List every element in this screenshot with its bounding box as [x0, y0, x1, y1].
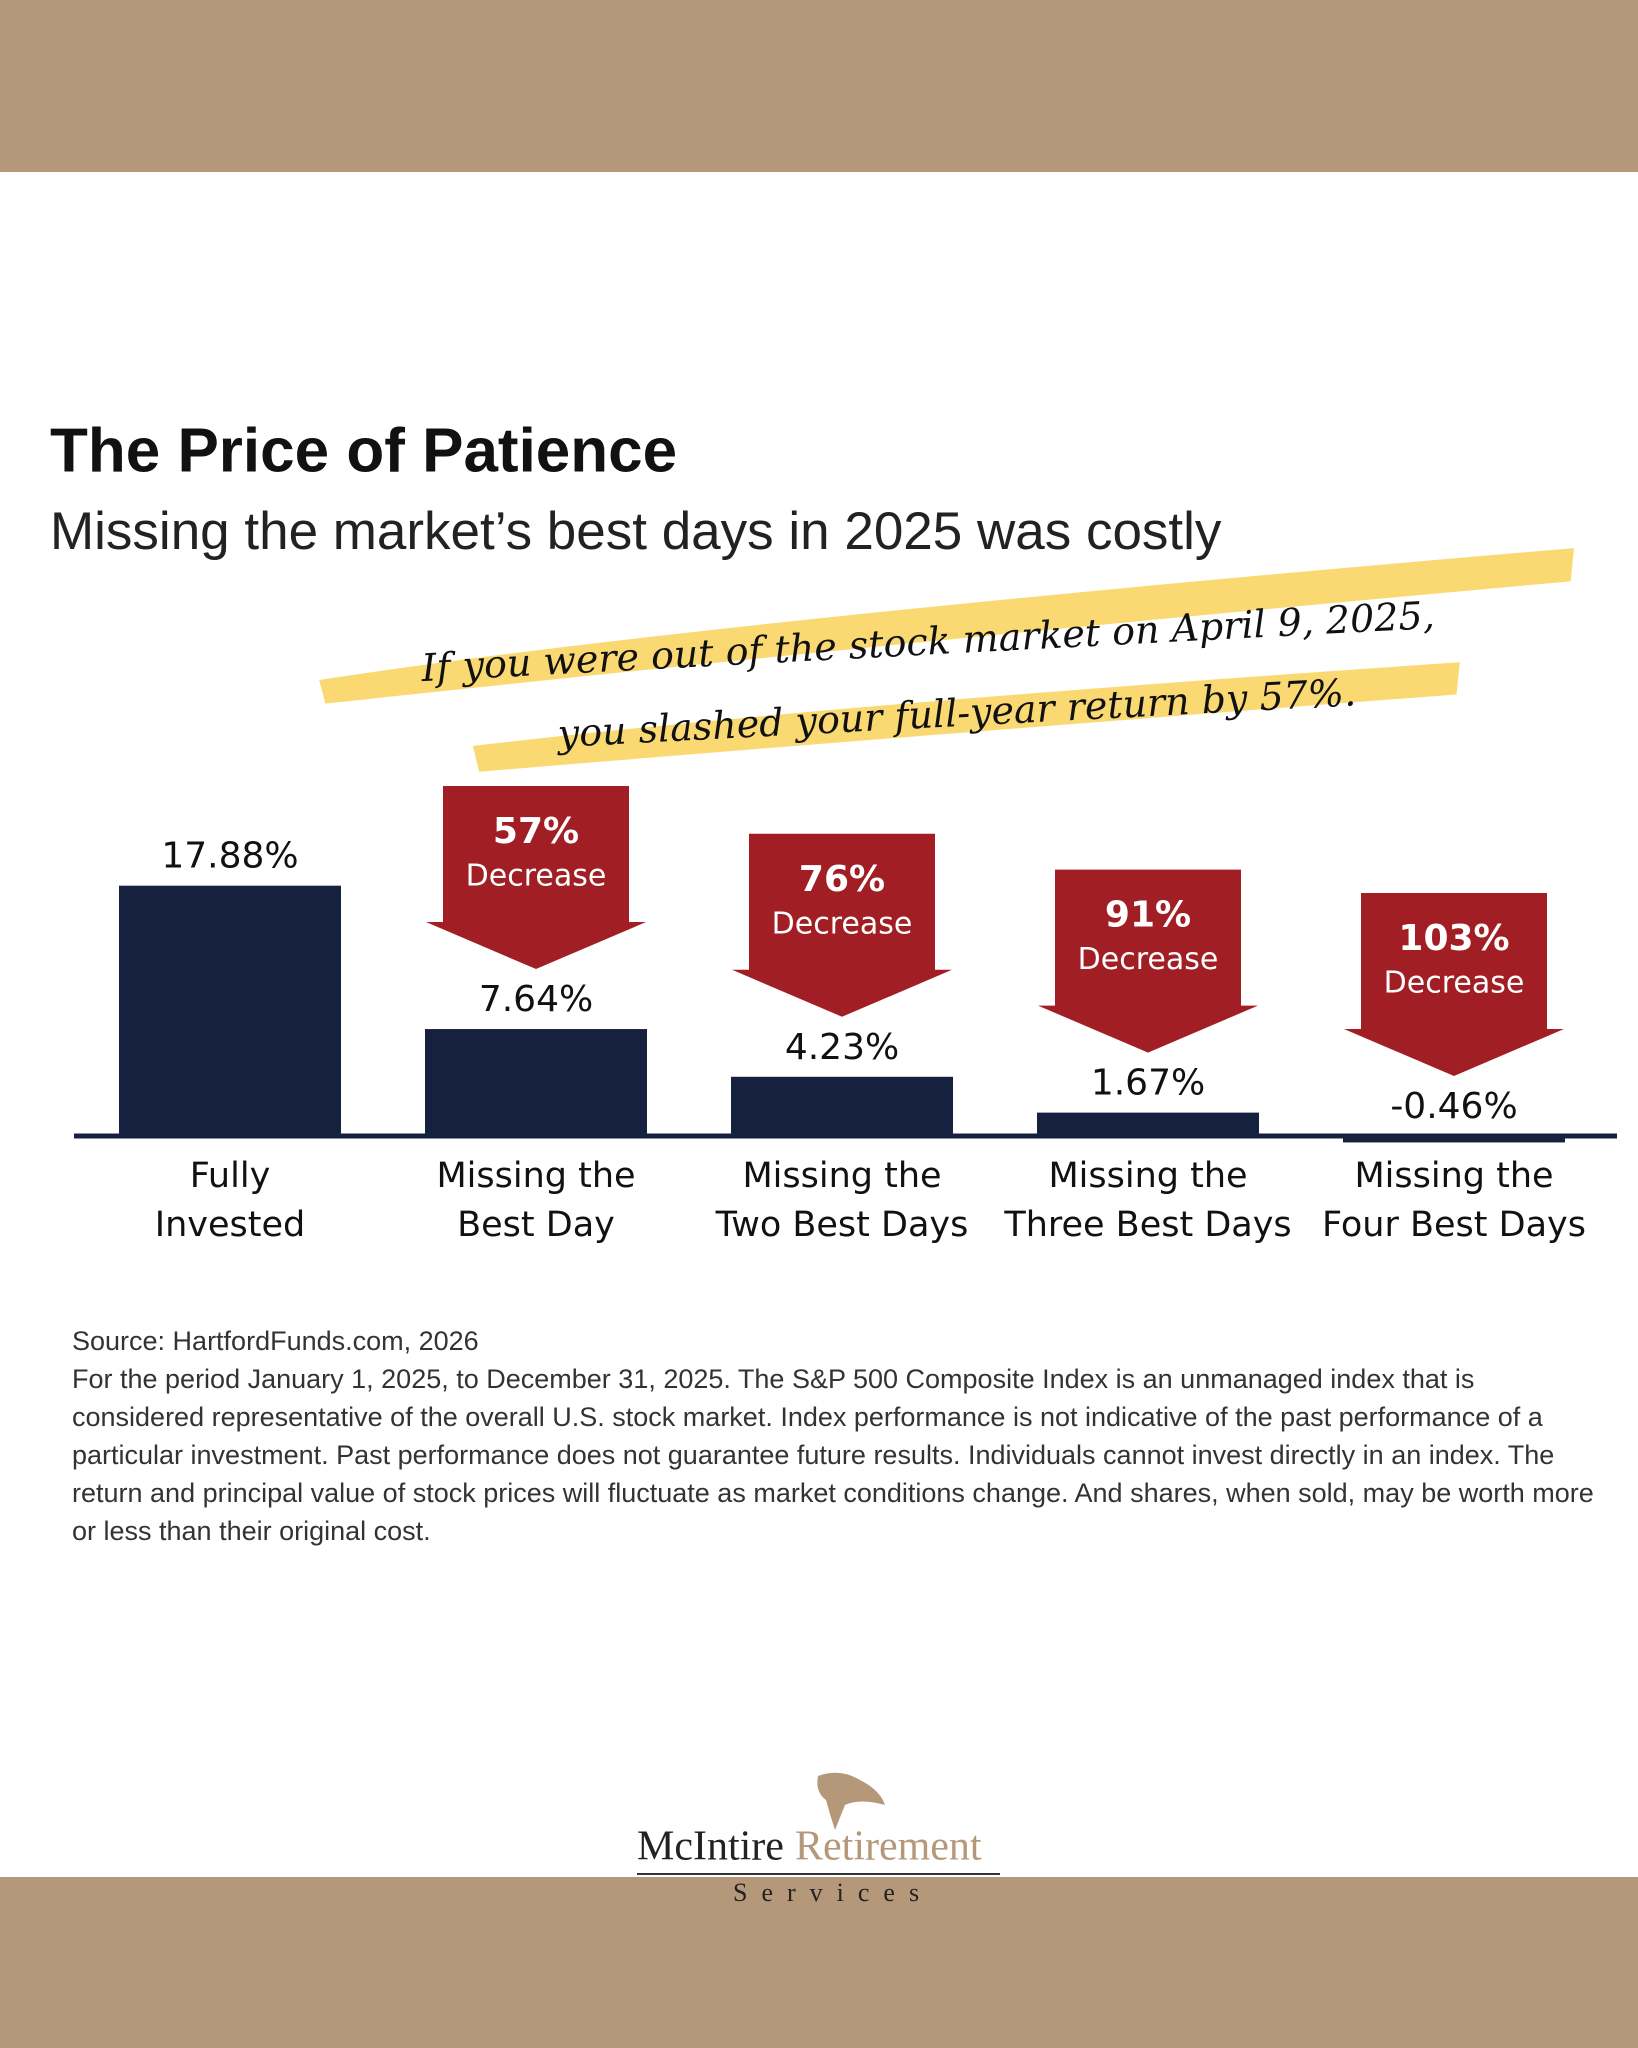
annotation: If you were out of the stock market on A… [319, 548, 1574, 772]
x-tick-label: Fully Invested [154, 1156, 306, 1245]
top-band [0, 0, 1638, 172]
decrease-text: Decrease [772, 906, 913, 941]
value-label: 7.64% [479, 979, 593, 1020]
decrease-label: 103% [1398, 918, 1509, 959]
decrease-text: Decrease [1078, 942, 1219, 977]
decrease-text: Decrease [466, 859, 607, 894]
decrease-arrow [1038, 869, 1258, 1053]
bar [1343, 1136, 1565, 1143]
logo: McIntire Retirement Services [637, 1772, 1000, 1907]
highlight [472, 662, 1460, 772]
bar [119, 885, 341, 1136]
bar [1037, 1112, 1259, 1136]
logo-bird [817, 1772, 885, 1830]
highlight [319, 548, 1574, 704]
bottom-band [0, 1877, 1638, 2048]
x-tick-label: Missing the Two Best Days [715, 1156, 969, 1245]
chart-title: The Price of Patience [50, 416, 677, 485]
x-tick-label: Missing the Three Best Days [1004, 1156, 1292, 1245]
decrease-arrow [426, 786, 646, 970]
decrease-arrow [1344, 893, 1564, 1076]
value-label: 17.88% [161, 836, 298, 877]
bar [425, 1029, 647, 1136]
decrease-text: Decrease [1384, 966, 1525, 1001]
disclaimer: For the period January 1, 2025, to Decem… [72, 1364, 1594, 1546]
x-tick-label: Missing the Best Day [436, 1156, 636, 1245]
bar [731, 1076, 953, 1136]
annotation-line: you slashed your full-year return by 57%… [555, 670, 1357, 756]
decrease-label: 91% [1105, 895, 1191, 936]
decrease-label: 57% [493, 811, 579, 852]
logo-name: McIntire [637, 1824, 784, 1870]
value-label: -0.46% [1390, 1086, 1517, 1127]
value-label: 1.67% [1091, 1063, 1205, 1104]
x-tick-label: Missing the Four Best Days [1322, 1156, 1586, 1245]
logo-tagline: Services [733, 1878, 933, 1907]
source: Source: HartfordFunds.com, 2026 [72, 1326, 479, 1356]
decrease-label: 76% [799, 859, 885, 900]
decrease-arrow [732, 833, 952, 1017]
chart-subtitle: Missing the market’s best days in 2025 w… [50, 502, 1222, 561]
logo-name: Retirement [795, 1824, 982, 1870]
value-label: 4.23% [785, 1027, 899, 1068]
